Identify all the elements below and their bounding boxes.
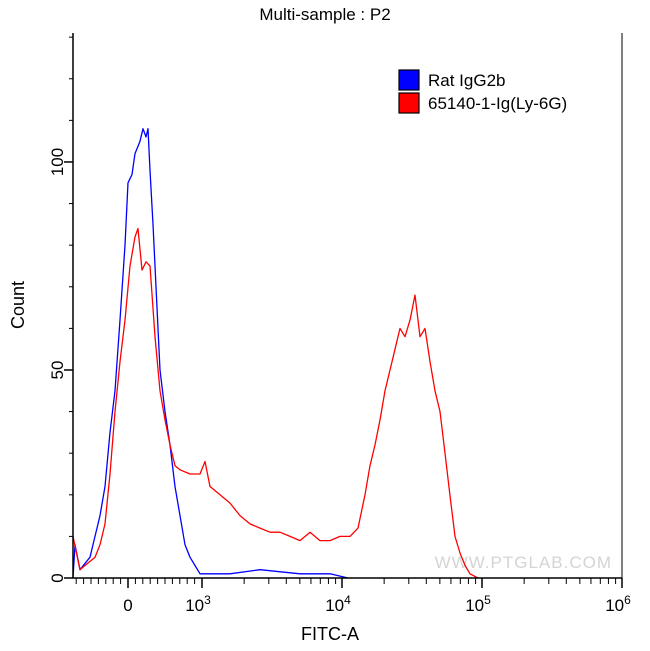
x-tick-label: 0 xyxy=(123,596,132,615)
y-tick-label: 0 xyxy=(48,573,67,582)
x-tick-label: 105 xyxy=(465,593,491,615)
y-tick-label: 50 xyxy=(48,361,67,380)
x-axis-label: FITC-A xyxy=(301,624,359,644)
legend-swatch xyxy=(398,92,420,114)
plot-area xyxy=(72,128,479,579)
chart-title: Multi-sample : P2 xyxy=(259,5,390,24)
legend-label: 65140-1-Ig(Ly-6G) xyxy=(428,94,567,113)
x-tick-label: 104 xyxy=(325,593,351,615)
x-tick-label: 106 xyxy=(605,593,631,615)
y-axis-label: Count xyxy=(8,281,28,329)
series-line-1 xyxy=(72,227,479,579)
legend-swatch xyxy=(398,69,420,91)
series-line-0 xyxy=(72,128,349,579)
legend-label: Rat IgG2b xyxy=(428,71,506,90)
watermark: WWW.PTGLAB.COM xyxy=(435,553,612,572)
y-tick-label: 100 xyxy=(48,148,67,176)
legend: Rat IgG2b 65140-1-Ig(Ly-6G) xyxy=(398,69,567,114)
x-tick-label: 103 xyxy=(185,593,211,615)
axes: 0 103 104 105 106 0 50 100 xyxy=(48,33,631,615)
